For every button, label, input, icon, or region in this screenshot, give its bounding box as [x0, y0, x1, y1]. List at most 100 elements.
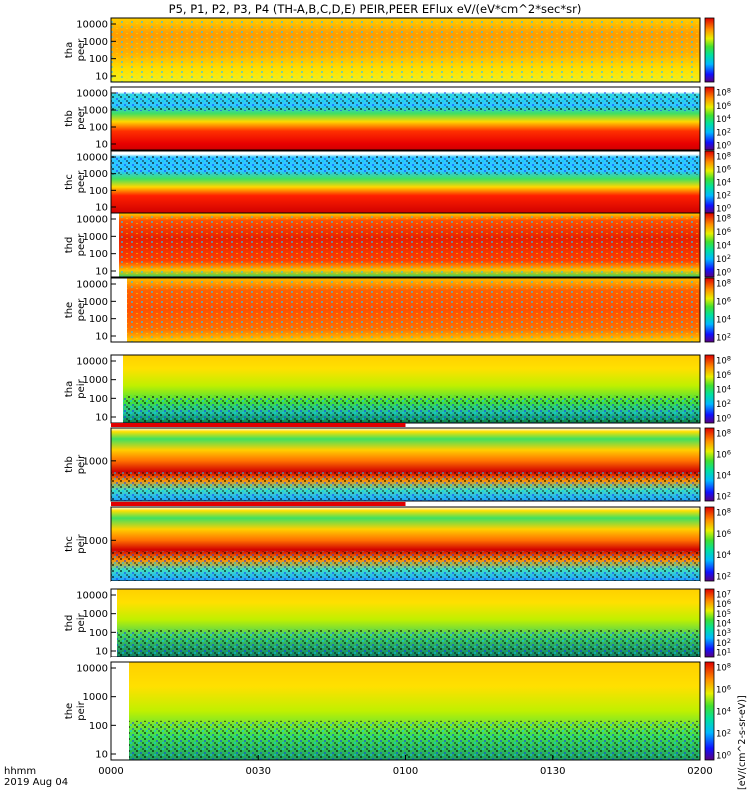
y-tick-label: 1000 [83, 297, 108, 308]
colorbar-tha-peer [704, 17, 715, 83]
y-tick-label: 1000 [83, 106, 108, 117]
texture-thd-peer [119, 213, 700, 277]
y-tick-label: 10 [95, 203, 108, 214]
colorbar-tick-label: 108 [716, 87, 731, 99]
colorbar-tick-label: 102 [716, 728, 731, 740]
y-axis-label-thc-peir-0: thc [64, 536, 75, 552]
y-tick-label: 10000 [76, 357, 108, 368]
colorbar-thd-peir [704, 588, 715, 658]
colorbar-tick-label: 108 [716, 428, 731, 440]
y-tick-label: 10 [95, 72, 108, 83]
y-axis-label-thb-peer-0: thb [64, 110, 75, 127]
colorbar-tick-label: 100 [716, 413, 731, 425]
texture-thb-peir [111, 471, 700, 501]
y-axis-label-thb-peir-1: peir [76, 454, 87, 474]
y-tick-label: 1000 [83, 169, 108, 180]
colorbar-tick-label: 106 [716, 296, 731, 308]
panel-the-peir: the peir 10000 1000 100 10 108 106 104 102 100 [64, 661, 731, 762]
panel-gap-2 [111, 657, 700, 661]
colorbar-tick-label: 100 [716, 203, 731, 215]
texture-thd-peir [117, 629, 700, 657]
x-axis-label-date: 2019 Aug 04 [4, 777, 68, 788]
colorbar-tick-label: 106 [716, 449, 731, 461]
y-tick-label: 100 [89, 314, 108, 325]
panel-frame-thb-peir [110, 427, 701, 502]
y-tick-label: 10 [95, 750, 108, 761]
panel-frame-thb-peer [110, 86, 701, 151]
y-axis-label-the-peer-0: the [64, 302, 75, 318]
colorbar-tick-label: 100 [716, 750, 731, 762]
colorbar-tick-label: 102 [716, 491, 731, 503]
y-axis-label-tha-peir-1: peir [76, 378, 87, 398]
y-tick-label: 10000 [76, 664, 108, 675]
colorbar-tick-label: 104 [716, 706, 731, 718]
x-tick-label: 0000 [98, 766, 123, 777]
y-tick-label: 10000 [76, 280, 108, 291]
colorbar-tick-label: 101 [716, 647, 731, 659]
panel-tha-peer: tha peer 10000 1000 100 10 [64, 17, 715, 83]
y-axis-label-thb-peer-1: peer [76, 106, 87, 130]
colorbar-tick-label: 102 [716, 126, 731, 138]
colorbar-tick-label: 106 [716, 226, 731, 238]
colorbar-tick-label: 106 [716, 369, 731, 381]
texture-tha-peir [123, 395, 700, 423]
x-tick-label: 0130 [540, 766, 565, 777]
x-axis: hhmm 2019 Aug 04 0000 0030 0100 0130 0200 [4, 755, 713, 788]
y-axis-label-the-peer-1: peer [76, 298, 87, 322]
colorbar-tick-label: 104 [716, 618, 731, 630]
colorbar-tick-label: 108 [716, 278, 731, 290]
panel-the-peer: the peer 10000 1000 100 10 108 106 104 102 [64, 277, 731, 344]
colorbar-tick-label: 104 [716, 314, 731, 326]
chart-title: P5, P1, P2, P3, P4 (TH-A,B,C,D,E) PEIR,P… [169, 2, 582, 16]
y-tick-label: 1000 [83, 692, 108, 703]
colorbar-tick-label: 104 [716, 177, 731, 189]
colorbar-tick-label: 105 [716, 608, 731, 620]
texture-tha-peer [111, 18, 700, 82]
colorbar-thc-peer [704, 150, 715, 214]
y-tick-label: 1000 [83, 232, 108, 243]
panel-gap-0 [111, 343, 700, 354]
texture-the-peer [127, 278, 700, 342]
texture-thb-peer [111, 92, 700, 111]
y-axis-label-tha-peer-1: peer [76, 38, 87, 62]
x-tick-label: 0030 [246, 766, 271, 777]
y-tick-label: 10000 [76, 20, 108, 31]
texture-thc-peer [111, 155, 700, 175]
y-tick-label: 100 [89, 394, 108, 405]
colorbar-tick-label: 104 [716, 549, 731, 561]
colorbar-tick-label: 102 [716, 398, 731, 410]
panel-thd-peir: thd peir 10000 1000 100 10 1071061051041031021… [64, 588, 731, 659]
y-axis-label-tha-peir-0: tha [64, 381, 75, 397]
colorbar-tick-label: 108 [716, 151, 731, 163]
y-tick-label: 1000 [83, 536, 108, 547]
y-tick-label: 100 [89, 186, 108, 197]
y-tick-label: 10000 [76, 153, 108, 164]
x-axis-label-hhmm: hhmm [4, 766, 36, 777]
colorbar-unit-label: [eV/(cm^2-s-sr-eV)] [737, 695, 748, 790]
y-tick-label: 1000 [83, 609, 108, 620]
colorbar-tick-label: 100 [716, 140, 731, 152]
colorbar-tick-label: 106 [716, 598, 731, 610]
texture-the-peir [129, 720, 700, 760]
colorbar-tick-label: 106 [716, 164, 731, 176]
colorbar-thb-peer [704, 86, 715, 151]
colorbar-tha-peir [704, 354, 715, 424]
y-axis-label-thd-peir-0: thd [64, 615, 75, 632]
y-tick-label: 1000 [83, 456, 108, 467]
colorbar-tick-label: 108 [716, 507, 731, 519]
y-axis-label-thc-peir-1: peir [76, 533, 87, 553]
colorbar-tick-label: 102 [716, 332, 731, 344]
y-tick-label: 100 [89, 721, 108, 732]
panel-tha-peir: tha peir 10000 1000 100 10 108 106 104 102 100 [64, 354, 731, 425]
colorbar-tick-label: 104 [716, 470, 731, 482]
panel-frame-thd-peer [110, 212, 701, 278]
y-tick-label: 10 [95, 332, 108, 343]
colorbar-tick-label: 108 [716, 355, 731, 367]
y-axis-label-tha-peer-0: tha [64, 42, 75, 58]
